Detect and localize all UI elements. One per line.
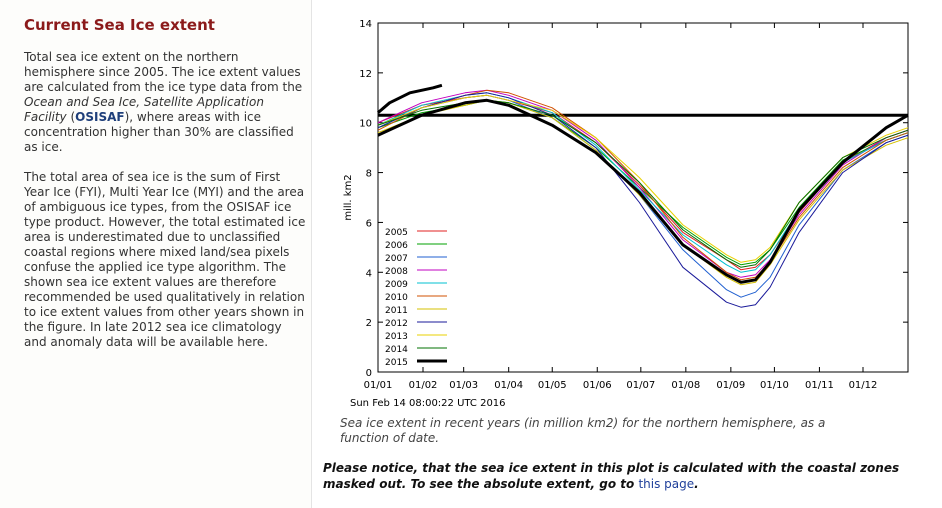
- notice-text: Please notice, that the sea ice extent i…: [323, 461, 900, 491]
- absolute-extent-link[interactable]: this page: [638, 477, 695, 491]
- y-tick-label: 8: [366, 169, 372, 180]
- y-tick-label: 14: [359, 19, 372, 30]
- series-line-2015: [377, 98, 909, 284]
- osisaf-link[interactable]: OSISAF: [75, 110, 125, 124]
- x-tick-label: 01/09: [716, 380, 745, 391]
- x-tick-label: 01/06: [583, 380, 612, 391]
- y-tick-label: 12: [359, 69, 372, 80]
- legend-label-2008: 2008: [385, 267, 408, 277]
- y-tick-label: 2: [366, 318, 372, 329]
- intro-text-paren: (: [66, 110, 76, 124]
- x-tick-label: 01/12: [849, 380, 878, 391]
- intro-paragraph: Total sea ice extent on the northern hem…: [24, 50, 306, 155]
- series-line-current: [377, 83, 443, 114]
- y-axis-label: mill. km2: [343, 174, 354, 220]
- legend-label-2006: 2006: [385, 241, 408, 251]
- notice-end: .: [694, 477, 699, 491]
- legend-label-2011: 2011: [385, 306, 408, 316]
- x-tick-label: 01/04: [494, 380, 523, 391]
- y-tick-label: 10: [359, 119, 372, 130]
- legend-label-2015: 2015: [385, 358, 408, 368]
- sea-ice-extent-chart: 0 2 4 6 8 10 12 14 01/01 01/02 01/03 01/04 01/05 01/0…: [343, 19, 909, 391]
- legend-label-2007: 2007: [385, 254, 408, 264]
- legend-label-2012: 2012: [385, 319, 408, 329]
- area-paragraph: The total area of sea ice is the sum of …: [24, 170, 306, 349]
- intro-text-end: ), where areas with ice concentration hi…: [24, 110, 294, 154]
- x-tick-label: 01/02: [409, 380, 438, 391]
- chart-caption: Sea ice extent in recent years (in milli…: [340, 416, 826, 445]
- description-panel: Current Sea Ice extent Total sea ice ext…: [0, 0, 312, 508]
- x-tick-label: 01/10: [760, 380, 789, 391]
- series-line-2012: [377, 92, 909, 308]
- panel-title: Current Sea Ice extent: [24, 16, 215, 34]
- series-line-2008: [377, 89, 909, 278]
- legend-label-2005: 2005: [385, 228, 408, 238]
- x-tick-label: 01/03: [449, 380, 478, 391]
- chart-timestamp: Sun Feb 14 08:00:22 UTC 2016: [350, 398, 506, 409]
- series-line-2010: [377, 89, 909, 281]
- x-tick-label: 01/07: [626, 380, 655, 391]
- y-tick-label: 6: [366, 218, 372, 229]
- x-tick-label: 01/05: [538, 380, 567, 391]
- intro-text: Total sea ice extent on the northern hem…: [24, 50, 303, 94]
- y-tick-label: 0: [366, 368, 372, 379]
- y-tick-label: 4: [366, 268, 372, 279]
- coastal-notice: Please notice, that the sea ice extent i…: [323, 460, 942, 492]
- legend-label-2009: 2009: [385, 280, 408, 290]
- x-tick-label: 01/08: [671, 380, 700, 391]
- legend-label-2013: 2013: [385, 332, 408, 342]
- legend-label-2010: 2010: [385, 293, 408, 303]
- legend-label-2014: 2014: [385, 345, 408, 355]
- x-tick-label: 01/01: [364, 380, 393, 391]
- osisaf-fullname: Ocean and Sea Ice, Satellite Application…: [24, 95, 264, 124]
- x-tick-label: 01/11: [805, 380, 834, 391]
